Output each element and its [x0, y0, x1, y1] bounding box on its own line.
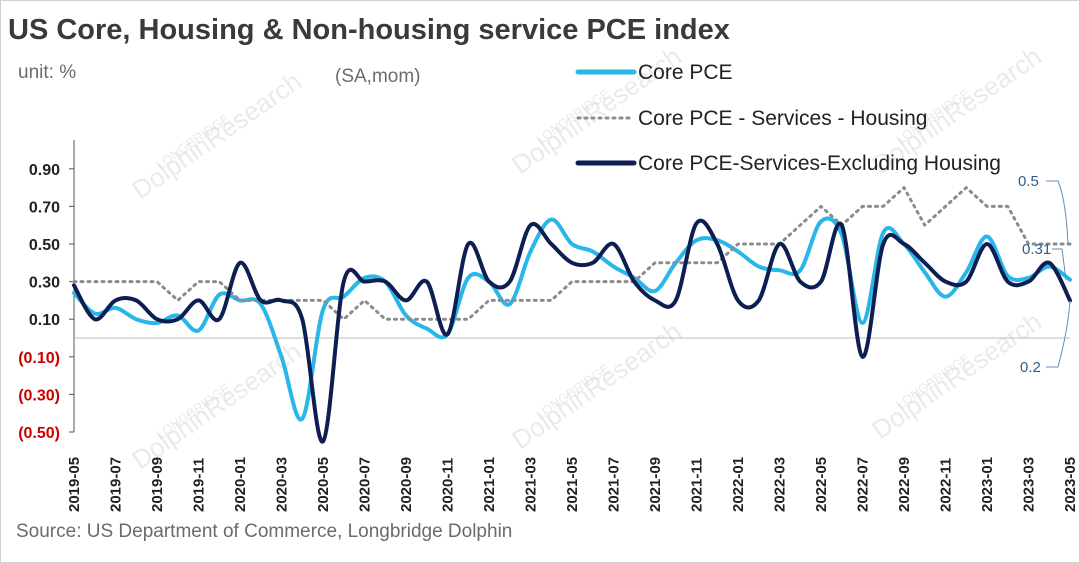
x-tick-label: 2020-01 [232, 457, 249, 512]
annotation-leader [1046, 300, 1071, 368]
x-tick-label: 2019-09 [149, 457, 166, 512]
series-housing [72, 186, 1072, 321]
x-tick-label: 2022-01 [730, 457, 747, 512]
watermark-text: DolphinResearch [126, 66, 307, 205]
y-tick-label: (0.50) [18, 425, 60, 442]
subtitle-label: (SA,mom) [335, 66, 421, 87]
x-tick-label: 2019-07 [108, 457, 125, 512]
x-tick-label: 2022-11 [938, 458, 955, 512]
y-tick-label: (0.10) [18, 350, 60, 367]
x-tick-label: 2020-05 [315, 457, 332, 512]
y-axis-ticks: 0.90 0.70 0.50 0.30 0.10 (0.10) (0.30) (0.50) [18, 162, 74, 442]
x-tick-label: 2023-01 [979, 457, 996, 512]
watermark-text: DolphinResearch [506, 316, 687, 455]
y-tick-label: 0.90 [29, 162, 60, 179]
legend-label: Core PCE [638, 61, 733, 84]
page-title: US Core, Housing & Non-housing service P… [8, 14, 730, 46]
legend-label: Core PCE - Services - Housing [638, 107, 927, 130]
x-tick-label: 2023-05 [1062, 457, 1079, 512]
annotation-label: 0.2 [1020, 359, 1041, 376]
x-tick-label: 2020-09 [398, 457, 415, 512]
x-tick-label: 2021-05 [564, 457, 581, 512]
y-tick-label: 0.70 [29, 199, 60, 216]
x-tick-label: 2022-03 [772, 457, 789, 512]
unit-label: unit: % [18, 62, 77, 83]
y-tick-label: 0.30 [29, 275, 60, 292]
x-tick-label: 2020-07 [357, 457, 374, 512]
x-tick-label: 2021-03 [523, 457, 540, 512]
y-tick-label: 0.50 [29, 237, 60, 254]
x-tick-label: 2019-11 [191, 458, 208, 512]
annotation-leader [1046, 180, 1069, 245]
x-tick-label: 2022-05 [813, 457, 830, 512]
series-layer [72, 186, 1072, 444]
x-tick-label: 2022-07 [855, 457, 872, 512]
source-note: Source: US Department of Commerce, Longb… [16, 521, 513, 542]
series-ex-housing [72, 218, 1072, 444]
x-tick-label: 2021-11 [689, 458, 706, 512]
x-tick-label: 2021-09 [647, 457, 664, 512]
legend-label: Core PCE-Services-Excluding Housing [638, 152, 1001, 175]
x-tick-label: 2022-09 [896, 457, 913, 512]
x-tick-label: 2021-07 [606, 457, 623, 512]
x-axis-ticks: 2019-05 2019-07 2019-09 2019-11 2020-01 2020-… [66, 457, 1079, 512]
x-tick-label: 2020-03 [274, 457, 291, 512]
annotation-label: 0.5 [1018, 173, 1039, 190]
annotation-label: 0.31 [1022, 241, 1051, 258]
annotations: 0.5 0.31 0.2 [1018, 173, 1071, 376]
x-tick-label: 2019-05 [66, 457, 83, 512]
x-tick-label: 2023-03 [1021, 457, 1038, 512]
x-tick-label: 2020-11 [440, 458, 457, 512]
y-tick-label: 0.10 [29, 312, 60, 329]
annotation-leader [1052, 248, 1067, 280]
legend: Core PCE Core PCE - Services - Housing Cor… [575, 61, 1001, 175]
x-tick-label: 2021-01 [481, 457, 498, 512]
y-tick-label: (0.30) [18, 387, 60, 404]
